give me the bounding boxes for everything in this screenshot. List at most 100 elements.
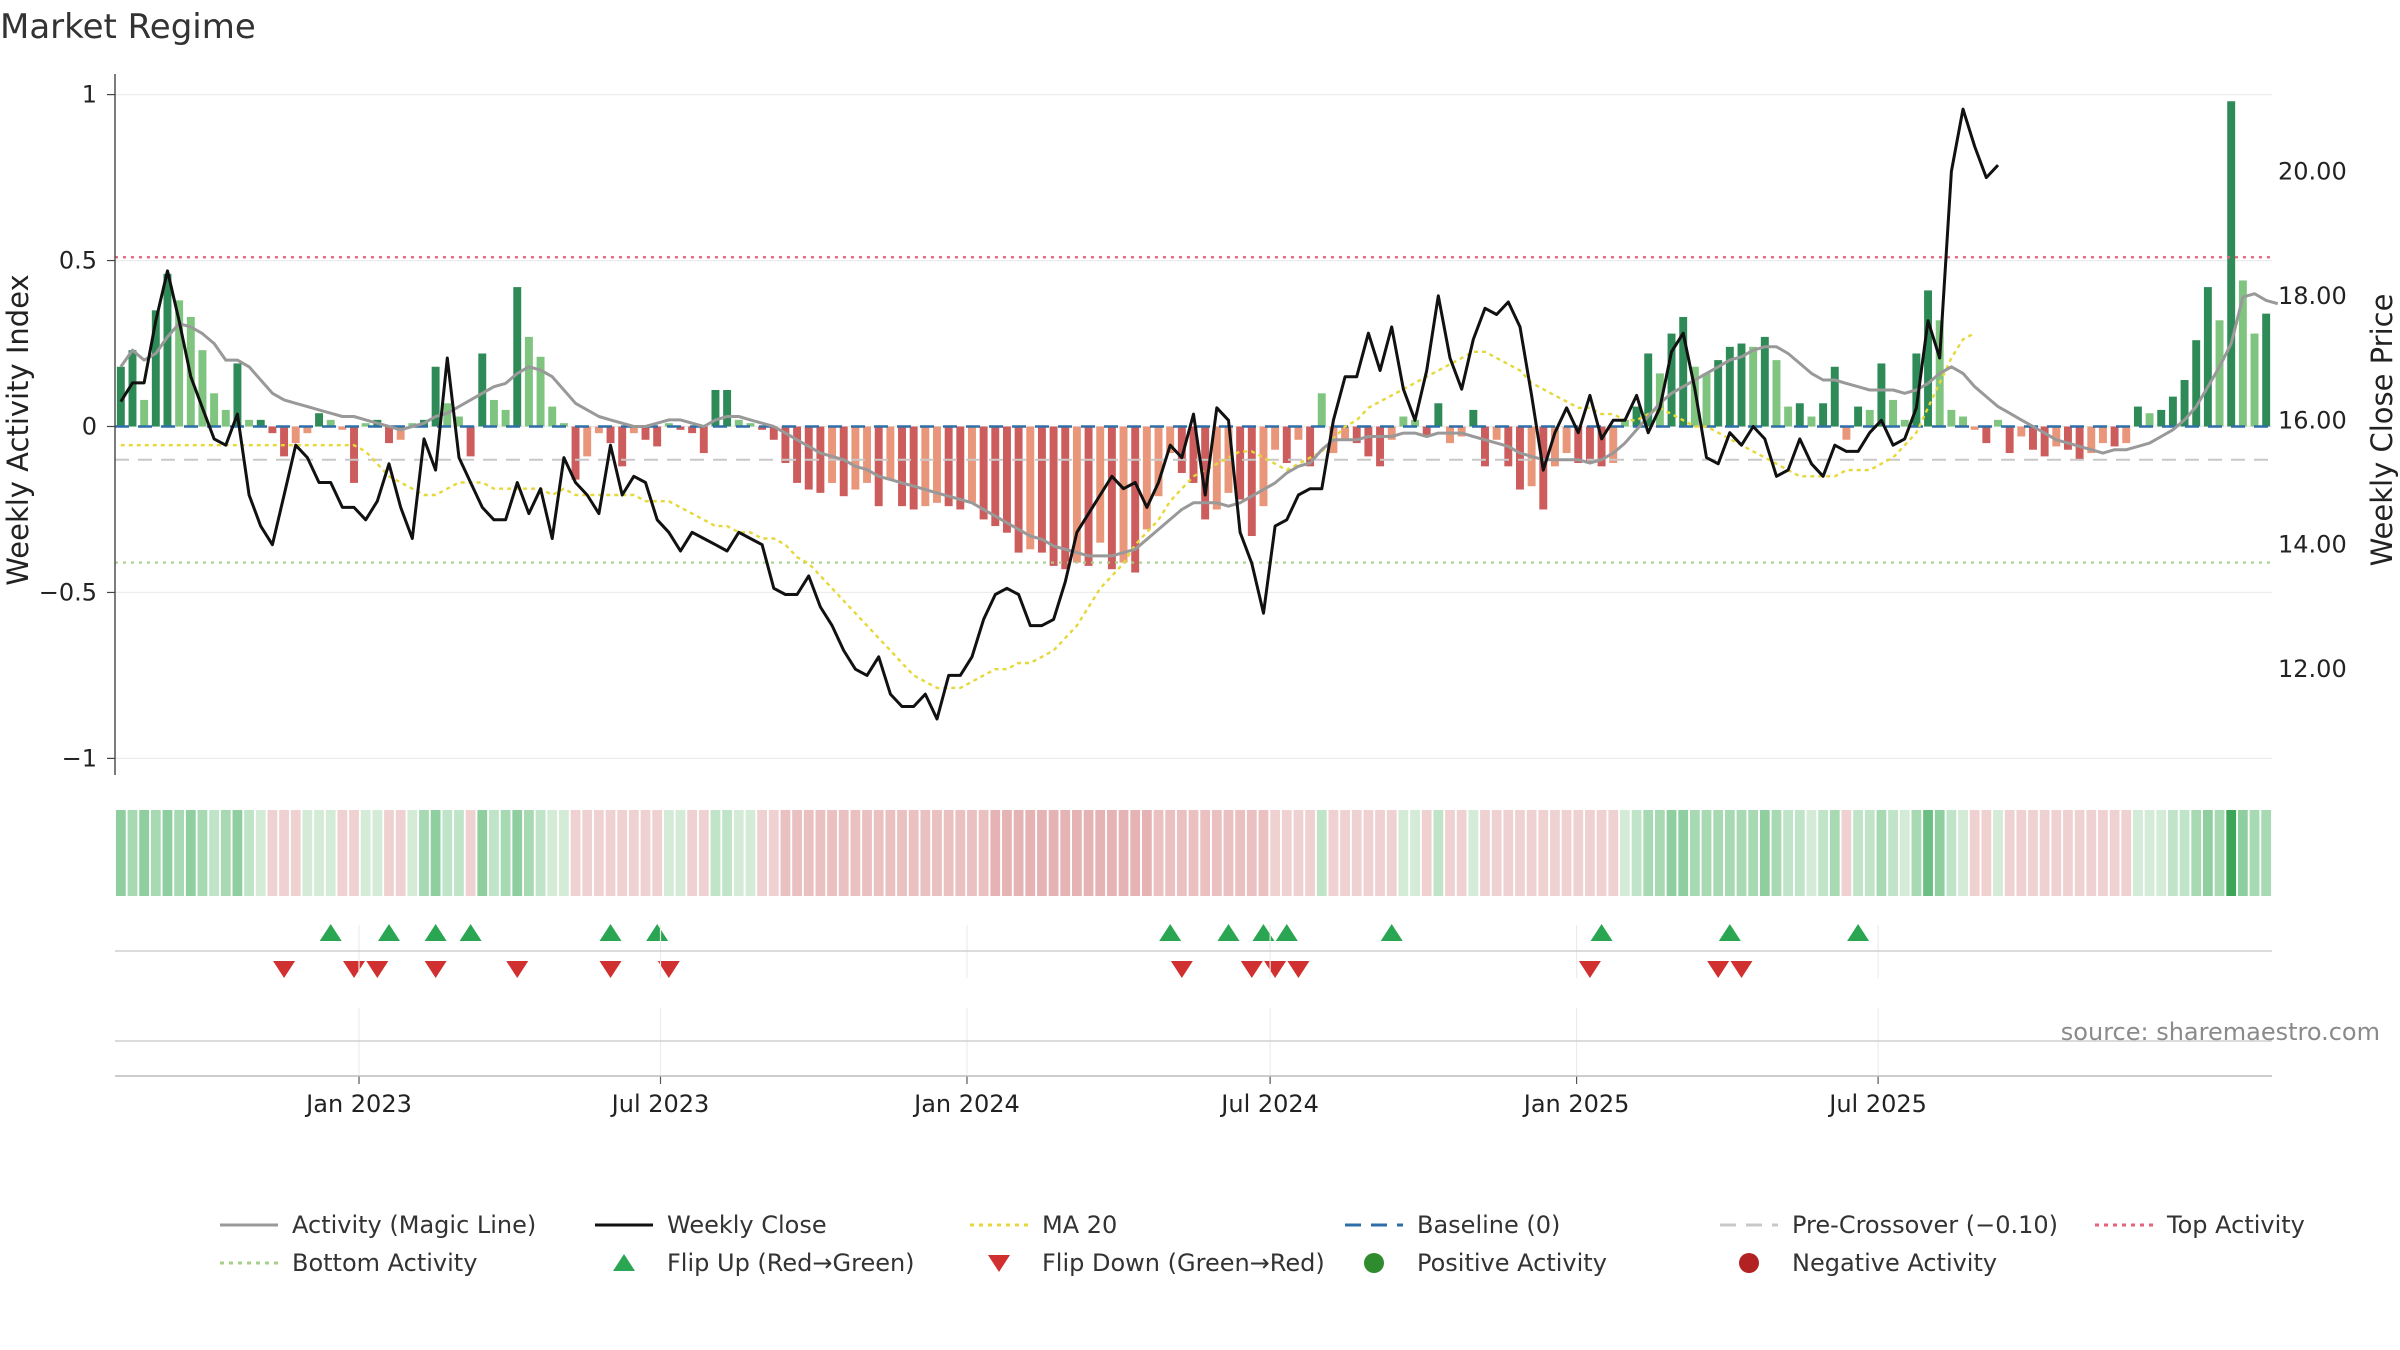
activity-bar: [1282, 426, 1291, 464]
legend-label: Positive Activity: [1417, 1249, 1607, 1277]
activity-bar: [1644, 353, 1653, 427]
flip-down-marker: [424, 961, 447, 978]
activity-bar: [2168, 396, 2177, 427]
legend-label: Bottom Activity: [292, 1249, 477, 1277]
regime-cell: [1876, 810, 1887, 896]
regime-cell: [1550, 810, 1560, 896]
activity-bar: [548, 406, 557, 427]
regime-cell: [1946, 810, 1957, 896]
regime-cell: [1491, 810, 1502, 896]
activity-bar: [1655, 373, 1664, 427]
regime-cell: [2156, 810, 2167, 896]
regime-cell: [1258, 810, 1269, 896]
activity-bar: [758, 426, 767, 430]
right-tick-label: 12.00: [2278, 655, 2347, 683]
x-tick-label: Jan 2025: [1522, 1090, 1630, 1118]
activity-bar: [536, 356, 545, 427]
activity-bar: [2238, 280, 2247, 427]
regime-cell: [1060, 810, 1071, 896]
regime-cell: [1072, 810, 1082, 896]
activity-bar: [2005, 426, 2014, 454]
chart-title: Market Regime: [0, 7, 256, 47]
activity-bar: [804, 426, 813, 490]
regime-cell: [862, 810, 872, 896]
regime-cell: [2074, 810, 2085, 896]
regime-cell: [1748, 810, 1759, 896]
left-axis-label: Weekly Activity Index: [1, 274, 35, 585]
activity-bar: [2145, 413, 2154, 427]
right-tick-label: 14.00: [2278, 531, 2347, 559]
activity-bar: [641, 426, 650, 440]
activity-bar: [1317, 393, 1326, 427]
regime-cell: [827, 810, 837, 896]
flip-up-marker: [1275, 924, 1298, 941]
reference-lines: [115, 256, 2272, 564]
activity-bar: [594, 426, 603, 434]
activity-bar: [1399, 416, 1408, 427]
activity-bar: [1061, 426, 1070, 570]
regime-cell: [220, 810, 231, 896]
activity-bar: [1037, 426, 1046, 553]
activity-bar: [151, 310, 160, 427]
activity-bar: [163, 273, 172, 427]
regime-cell: [1923, 810, 1933, 896]
activity-bar: [1247, 426, 1256, 537]
activity-bar: [1142, 426, 1151, 530]
activity-bar: [653, 426, 662, 447]
legend-label: Pre-Crossover (−0.10): [1792, 1211, 2058, 1239]
regime-cell: [570, 810, 581, 896]
regime-cell: [524, 810, 534, 896]
regime-cell: [197, 810, 208, 896]
regime-cell: [1235, 810, 1246, 896]
regime-cell: [115, 810, 126, 896]
activity-bar: [968, 426, 976, 503]
regime-cell: [1456, 810, 1467, 896]
regime-cell: [1398, 810, 1409, 896]
regime-cell: [1573, 810, 1584, 896]
flip-down-marker: [1707, 961, 1730, 978]
activity-bar: [2203, 287, 2212, 427]
activity-bar: [629, 426, 638, 434]
x-tick-label: Jul 2024: [1219, 1090, 1319, 1118]
activity-bar: [2029, 426, 2037, 450]
regime-cell: [2098, 810, 2108, 896]
regime-cell: [1724, 810, 1735, 896]
regime-cell: [745, 810, 756, 896]
activity-bar: [2063, 426, 2072, 450]
activity-bar: [723, 389, 732, 427]
regime-cell: [1771, 810, 1782, 896]
right-axis-label: Weekly Close Price: [2365, 294, 2399, 567]
activity-bar: [268, 426, 277, 434]
activity-bar: [1924, 290, 1933, 427]
regime-cell: [1188, 810, 1199, 896]
activity-bar: [1422, 426, 1431, 437]
regime-cell: [1888, 810, 1898, 896]
regime-cell: [302, 810, 313, 896]
activity-bar: [1865, 409, 1874, 427]
regime-cell: [150, 810, 161, 896]
regime-cell: [1246, 810, 1257, 896]
regime-cell: [244, 810, 254, 896]
flip-up-marker: [599, 924, 622, 941]
regime-cell: [1037, 810, 1047, 896]
regime-cell: [1468, 810, 1479, 896]
regime-cell: [2109, 810, 2120, 896]
regime-cell: [2261, 810, 2272, 896]
activity-bar: [221, 409, 230, 427]
activity-bar: [1096, 426, 1105, 543]
activity-bar: [431, 366, 440, 427]
activity-bar: [1014, 426, 1023, 553]
left-tick-label: 0: [82, 413, 97, 441]
activity-bar: [454, 416, 463, 427]
regime-cell: [1048, 810, 1059, 896]
activity-bar: [2040, 426, 2049, 457]
regime-cell: [908, 810, 919, 896]
activity-bar: [1749, 346, 1758, 427]
regime-cell: [384, 810, 394, 896]
activity-bar: [2227, 101, 2236, 427]
regime-cell: [1631, 810, 1642, 896]
legend-label: Flip Up (Red→Green): [667, 1249, 915, 1277]
regime-cell: [535, 810, 546, 896]
activity-bar: [1784, 406, 1793, 427]
regime-cell: [1270, 810, 1281, 896]
